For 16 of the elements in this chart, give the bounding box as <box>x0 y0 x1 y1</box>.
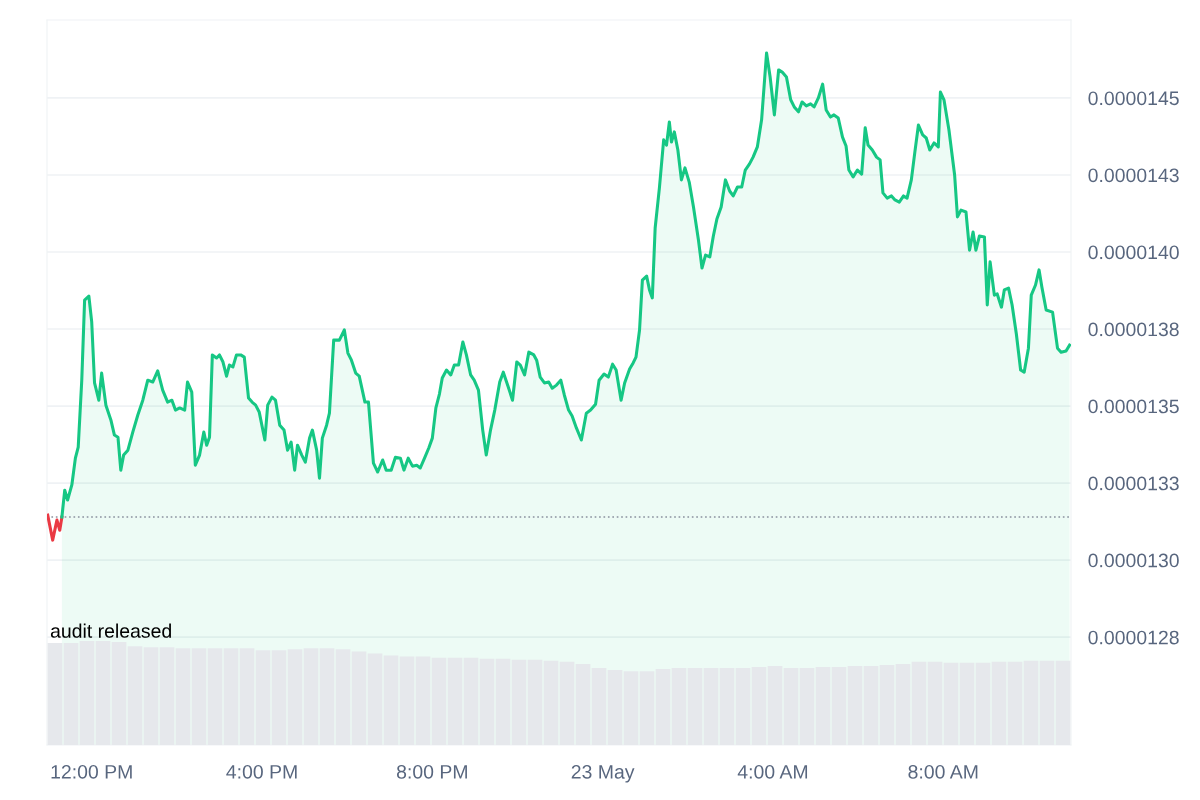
x-tick-label: 4:00 PM <box>226 764 297 779</box>
x-tick-label: 8:00 PM <box>396 764 467 779</box>
y-tick-label: 0.0000138 <box>1088 322 1179 337</box>
annotation: audit released <box>50 623 171 638</box>
x-tick-label: 12:00 PM <box>51 764 132 779</box>
x-tick-label: 23 May <box>571 764 635 783</box>
y-tick-label: 0.0000133 <box>1088 476 1179 491</box>
y-tick-label: 0.0000143 <box>1088 168 1179 183</box>
y-tick-label: 0.0000135 <box>1088 399 1179 414</box>
y-tick-label: 0.0000145 <box>1088 91 1179 106</box>
line-series <box>47 513 64 542</box>
x-tick-label: 8:00 AM <box>908 764 978 779</box>
y-tick-label: 0.0000130 <box>1088 553 1179 568</box>
y-tick-label: 0.0000128 <box>1088 630 1179 645</box>
x-tick-label: 4:00 AM <box>737 764 808 779</box>
y-tick-label: 0.0000140 <box>1088 245 1179 260</box>
